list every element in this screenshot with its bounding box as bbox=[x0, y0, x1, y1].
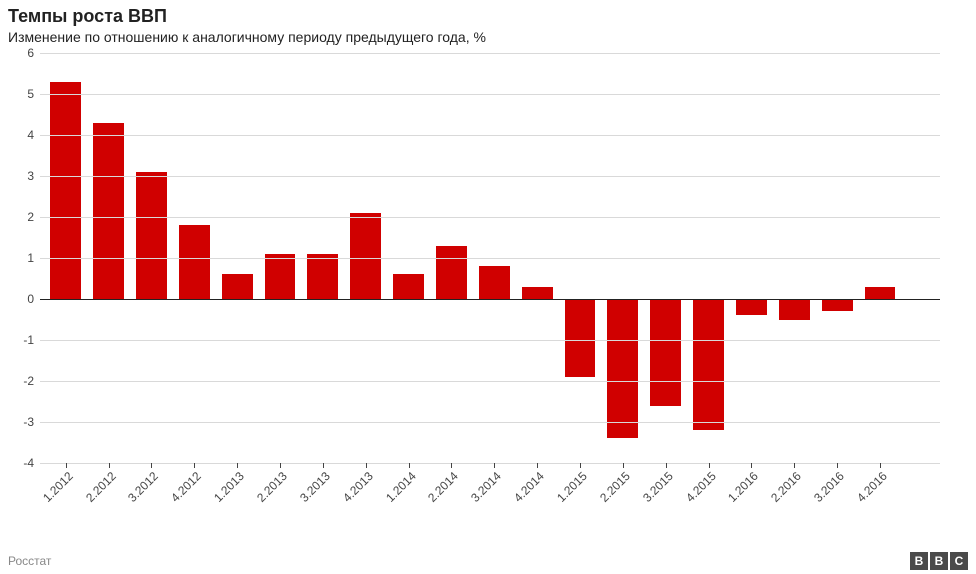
bar bbox=[736, 299, 767, 315]
x-tick-label: 1.2014 bbox=[383, 469, 419, 505]
x-tick-mark bbox=[580, 463, 581, 468]
x-tick-label: 2.2012 bbox=[83, 469, 119, 505]
x-tick-label: 4.2013 bbox=[340, 469, 376, 505]
y-tick-label: 2 bbox=[10, 210, 40, 224]
bar bbox=[650, 299, 681, 406]
gridline bbox=[40, 135, 940, 136]
x-tick-mark bbox=[666, 463, 667, 468]
x-tick-label: 3.2014 bbox=[468, 469, 504, 505]
logo-letter: C bbox=[950, 552, 968, 570]
gridline bbox=[40, 176, 940, 177]
chart-footer: Росстат BBC bbox=[8, 552, 968, 570]
gridline bbox=[40, 299, 940, 300]
logo-letter: B bbox=[910, 552, 928, 570]
bar bbox=[136, 172, 167, 299]
x-tick-label: 1.2016 bbox=[725, 469, 761, 505]
x-tick-mark bbox=[237, 463, 238, 468]
y-tick-label: 6 bbox=[10, 46, 40, 60]
plot-area: -4-3-2-101234561.20122.20123.20124.20121… bbox=[40, 53, 940, 463]
y-tick-label: -3 bbox=[10, 415, 40, 429]
x-tick-mark bbox=[709, 463, 710, 468]
bar bbox=[822, 299, 853, 311]
gridline bbox=[40, 463, 940, 464]
bar bbox=[222, 274, 253, 299]
gridline bbox=[40, 381, 940, 382]
gridline bbox=[40, 422, 940, 423]
y-tick-label: -2 bbox=[10, 374, 40, 388]
x-tick-mark bbox=[323, 463, 324, 468]
source-label: Росстат bbox=[8, 554, 51, 568]
x-tick-label: 3.2015 bbox=[640, 469, 676, 505]
y-tick-label: 0 bbox=[10, 292, 40, 306]
x-tick-mark bbox=[537, 463, 538, 468]
bar bbox=[179, 225, 210, 299]
x-tick-mark bbox=[751, 463, 752, 468]
bar bbox=[436, 246, 467, 299]
bar bbox=[350, 213, 381, 299]
x-tick-label: 3.2016 bbox=[811, 469, 847, 505]
y-tick-label: -4 bbox=[10, 456, 40, 470]
bar bbox=[50, 82, 81, 299]
x-tick-label: 2.2015 bbox=[597, 469, 633, 505]
x-tick-label: 2.2014 bbox=[425, 469, 461, 505]
x-tick-mark bbox=[280, 463, 281, 468]
x-tick-mark bbox=[366, 463, 367, 468]
x-tick-label: 4.2014 bbox=[511, 469, 547, 505]
bar bbox=[522, 287, 553, 299]
x-tick-label: 4.2012 bbox=[168, 469, 204, 505]
bar bbox=[93, 123, 124, 299]
y-tick-label: 5 bbox=[10, 87, 40, 101]
bar bbox=[693, 299, 724, 430]
y-tick-label: 4 bbox=[10, 128, 40, 142]
bar bbox=[565, 299, 596, 377]
x-tick-label: 1.2012 bbox=[40, 469, 76, 505]
x-tick-label: 3.2012 bbox=[125, 469, 161, 505]
x-tick-label: 2.2013 bbox=[254, 469, 290, 505]
x-tick-label: 4.2016 bbox=[854, 469, 890, 505]
x-tick-mark bbox=[837, 463, 838, 468]
gridline bbox=[40, 340, 940, 341]
chart-container: -4-3-2-101234561.20122.20123.20124.20121… bbox=[40, 53, 956, 463]
bbc-logo: BBC bbox=[910, 552, 968, 570]
x-tick-label: 1.2015 bbox=[554, 469, 590, 505]
bar bbox=[865, 287, 896, 299]
bar bbox=[779, 299, 810, 320]
x-tick-mark bbox=[451, 463, 452, 468]
x-tick-label: 1.2013 bbox=[211, 469, 247, 505]
x-tick-mark bbox=[194, 463, 195, 468]
logo-letter: B bbox=[930, 552, 948, 570]
chart-subtitle: Изменение по отношению к аналогичному пе… bbox=[0, 29, 976, 53]
x-tick-mark bbox=[66, 463, 67, 468]
x-tick-mark bbox=[409, 463, 410, 468]
gridline bbox=[40, 258, 940, 259]
bar bbox=[265, 254, 296, 299]
y-tick-label: 1 bbox=[10, 251, 40, 265]
x-tick-mark bbox=[794, 463, 795, 468]
chart-title: Темпы роста ВВП bbox=[0, 0, 976, 29]
x-tick-label: 2.2016 bbox=[768, 469, 804, 505]
bar bbox=[479, 266, 510, 299]
x-tick-label: 3.2013 bbox=[297, 469, 333, 505]
bar bbox=[307, 254, 338, 299]
gridline bbox=[40, 53, 940, 54]
x-tick-mark bbox=[494, 463, 495, 468]
gridline bbox=[40, 94, 940, 95]
gridline bbox=[40, 217, 940, 218]
bar bbox=[607, 299, 638, 438]
bar bbox=[393, 274, 424, 299]
x-tick-mark bbox=[623, 463, 624, 468]
y-tick-label: -1 bbox=[10, 333, 40, 347]
x-tick-mark bbox=[151, 463, 152, 468]
y-tick-label: 3 bbox=[10, 169, 40, 183]
x-tick-mark bbox=[880, 463, 881, 468]
x-tick-label: 4.2015 bbox=[683, 469, 719, 505]
x-tick-mark bbox=[109, 463, 110, 468]
